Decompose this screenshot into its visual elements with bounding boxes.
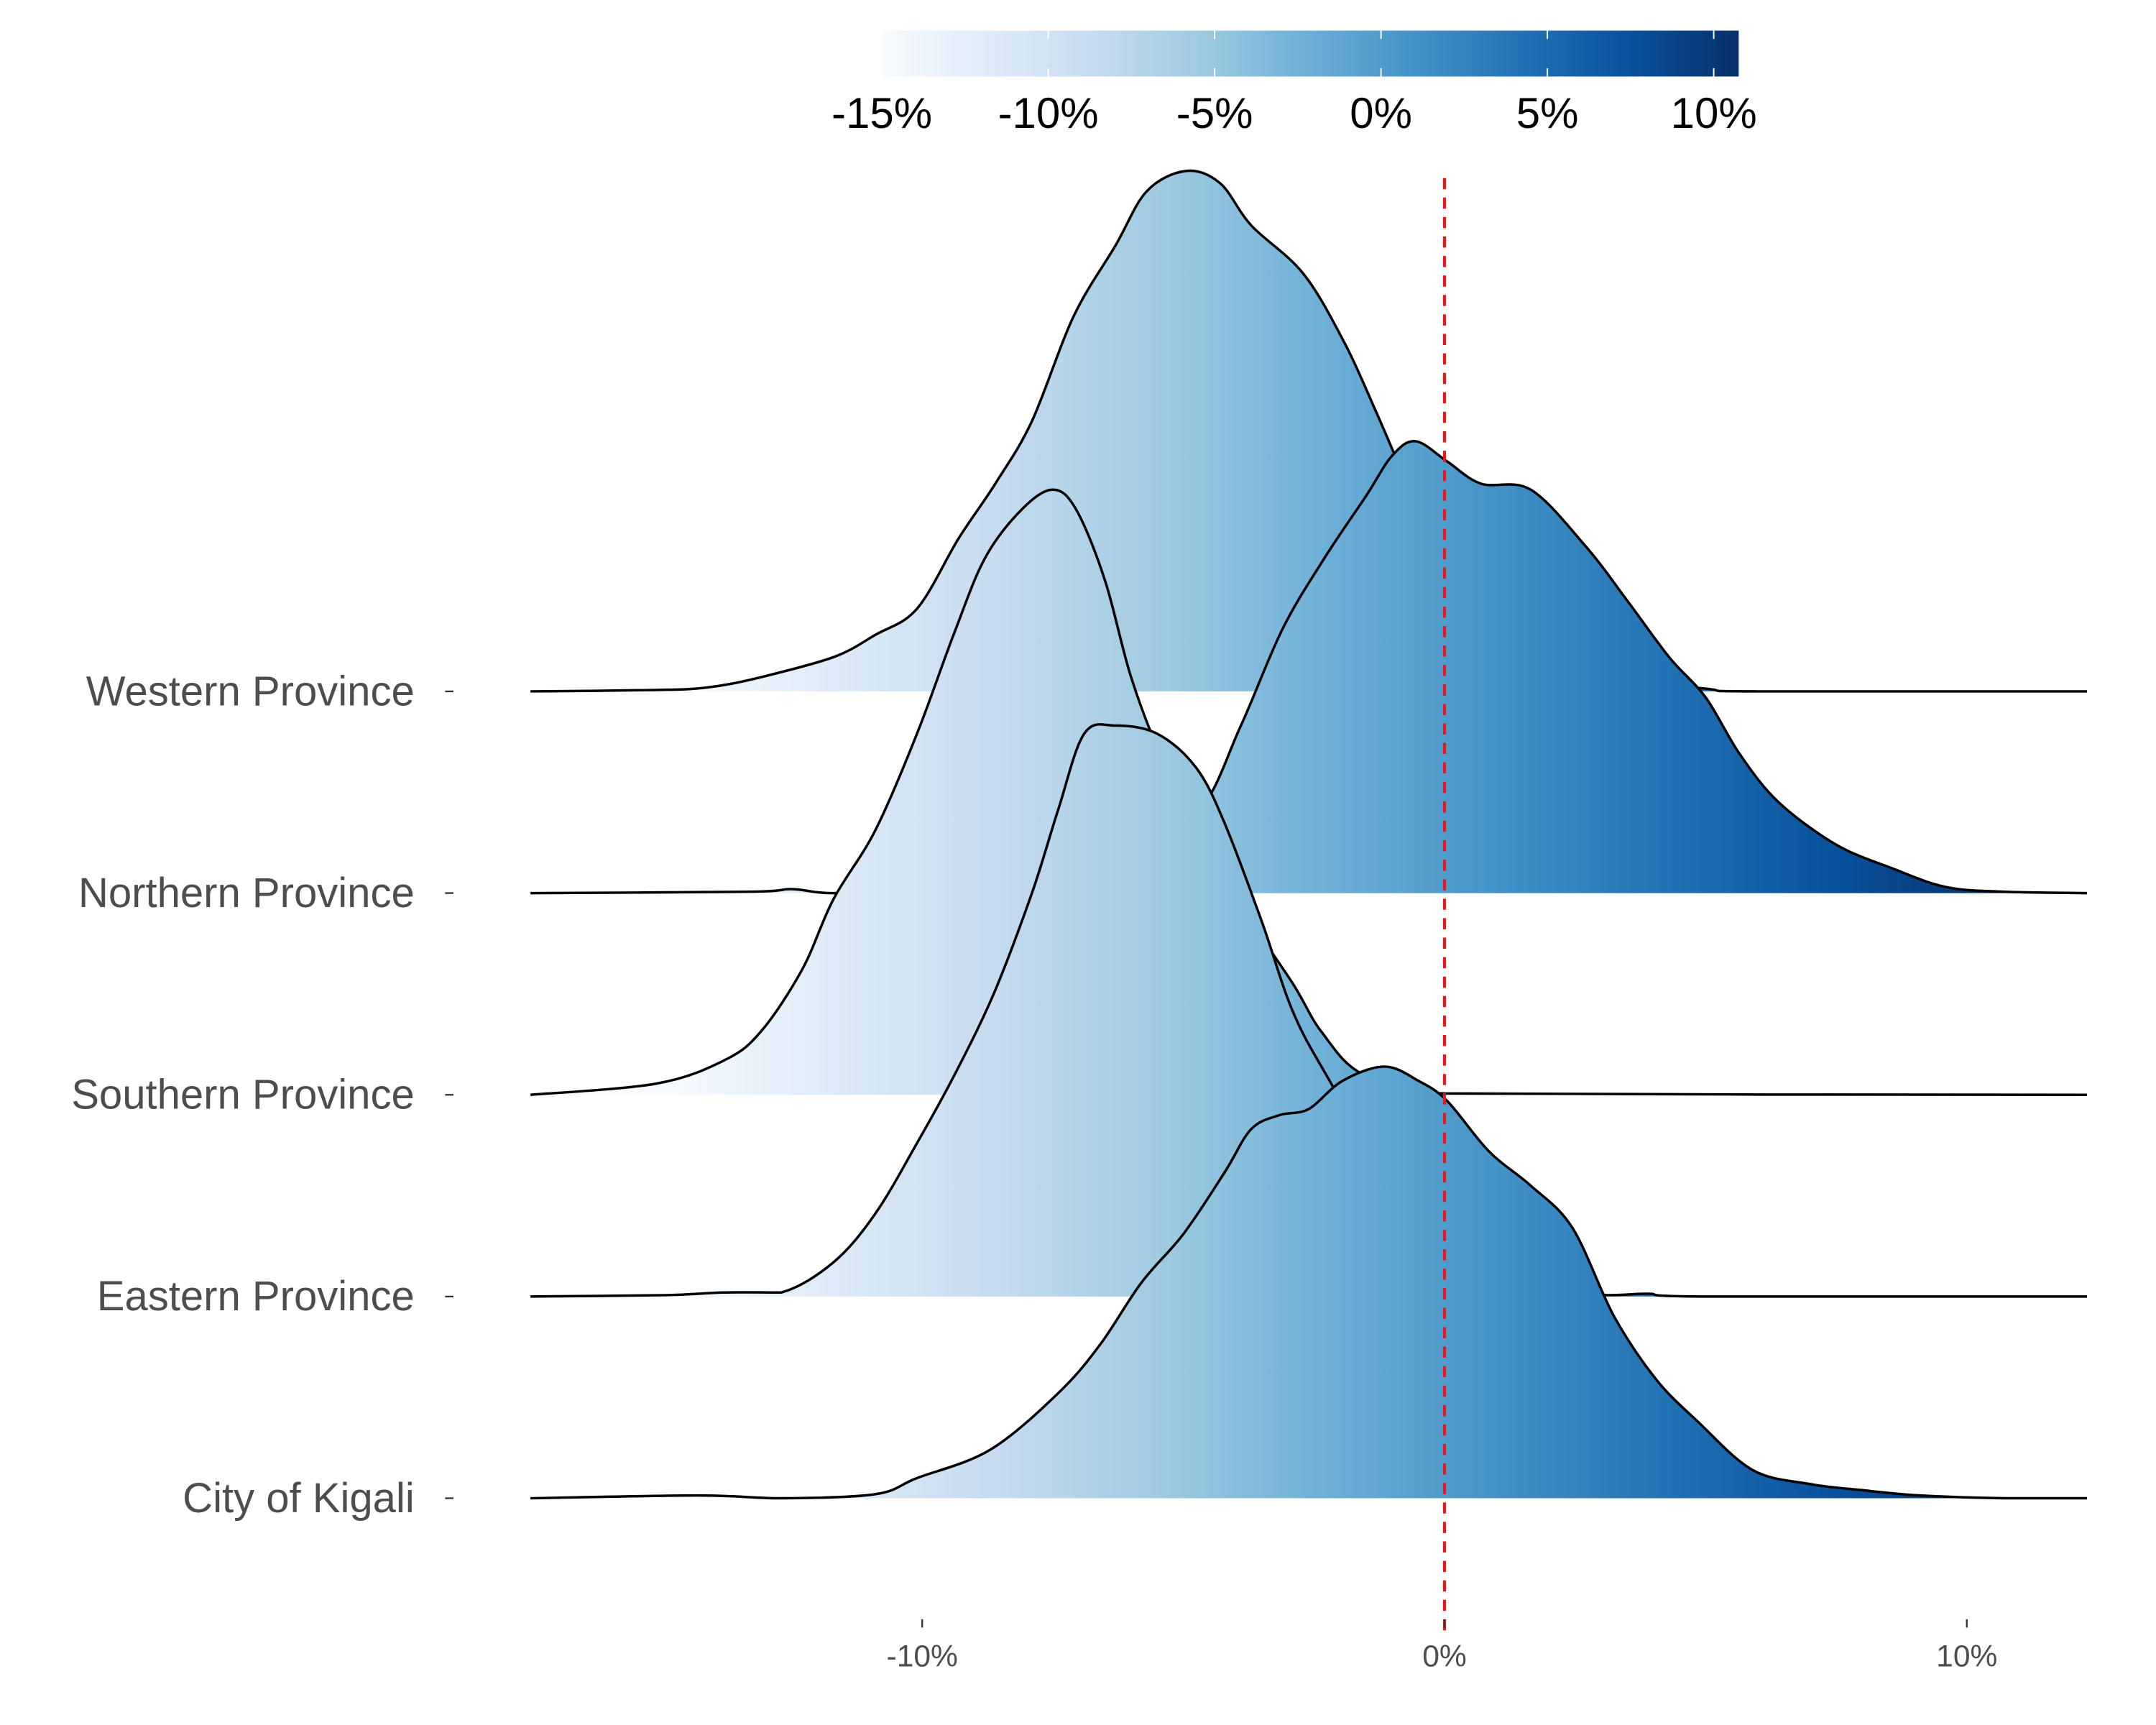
ridge-fill [530, 724, 2088, 1297]
ridge-fill [530, 489, 2088, 1095]
x-tick-label: -10% [887, 1639, 958, 1674]
y-tick-label: City of Kigali [183, 1475, 415, 1522]
y-tick-label: Southern Province [71, 1072, 415, 1118]
y-axis: Western Province Northern Province Souther… [71, 668, 453, 1522]
x-axis: -10% 0% 10% [887, 1619, 1997, 1674]
y-tick-label: Northern Province [78, 870, 415, 916]
ridge-outline [530, 1065, 2088, 1500]
ridge-fill [530, 441, 2088, 893]
colorbar-tick-label: 0% [1350, 89, 1412, 137]
colorbar-tick-label: 10% [1671, 89, 1757, 137]
ridge-fill [530, 1066, 2088, 1499]
x-tick-label: 10% [1936, 1639, 1997, 1674]
y-tick-label: Eastern Province [97, 1273, 415, 1320]
x-tick-label: 0% [1422, 1639, 1467, 1674]
colorbar-tick-label: -10% [998, 89, 1099, 137]
colorbar-tick-label: 5% [1516, 89, 1579, 137]
colorbar-tick-label: -15% [831, 89, 932, 137]
colorbar-bar [882, 30, 1739, 77]
y-tick-label: Western Province [86, 668, 415, 714]
ridges [530, 169, 2088, 1500]
ridge-fill [530, 170, 2088, 691]
colorbar-tick-label: -5% [1176, 89, 1253, 137]
colorbar-legend: -15% -10% -5% 0% 5% 10% [831, 30, 1757, 137]
ridge-city-of-kigali [530, 1065, 2088, 1500]
